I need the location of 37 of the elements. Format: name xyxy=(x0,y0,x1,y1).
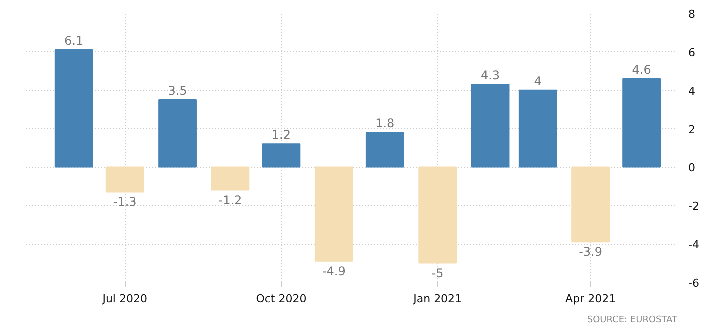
x-tick-label: Jan 2021 xyxy=(412,292,462,306)
data-label: -5 xyxy=(432,266,444,280)
y-tick-label: 6 xyxy=(688,46,696,60)
data-label: -1.2 xyxy=(218,193,242,208)
y-tick-label: 0 xyxy=(688,162,696,175)
x-tick-label: Oct 2020 xyxy=(256,292,307,306)
y-tick-label: -2 xyxy=(688,200,700,214)
y-tick-label: -6 xyxy=(688,277,700,290)
bar xyxy=(572,166,610,243)
data-label: -4.9 xyxy=(322,264,346,278)
bar xyxy=(518,90,558,168)
bar xyxy=(106,166,144,193)
bar xyxy=(622,78,662,168)
data-label: 1.2 xyxy=(272,128,292,142)
x-tick-label: Jul 2020 xyxy=(102,292,148,306)
bar xyxy=(471,84,510,168)
data-label: 3.5 xyxy=(168,84,188,98)
data-label: 1.8 xyxy=(376,116,395,131)
data-label: -3.9 xyxy=(579,245,603,260)
bar xyxy=(418,166,458,264)
bar xyxy=(158,99,197,168)
y-tick-label: -4 xyxy=(688,238,700,252)
y-tick-label: 4 xyxy=(688,84,696,98)
data-label: 6.1 xyxy=(64,34,84,48)
y-tick-label: 8 xyxy=(688,8,696,21)
data-label: 4.6 xyxy=(632,62,652,77)
data-label: 4.3 xyxy=(480,68,500,83)
data-label: -1.3 xyxy=(113,195,137,210)
data-label: 4 xyxy=(534,74,542,88)
y-tick-label: 2 xyxy=(688,123,696,136)
bar xyxy=(314,166,354,262)
bar xyxy=(211,166,250,191)
x-tick-label: Apr 2021 xyxy=(566,292,616,306)
bar xyxy=(366,132,404,168)
source-note: SOURCE: EUROSTAT xyxy=(587,316,678,326)
bar xyxy=(54,50,94,168)
bar xyxy=(262,144,301,168)
